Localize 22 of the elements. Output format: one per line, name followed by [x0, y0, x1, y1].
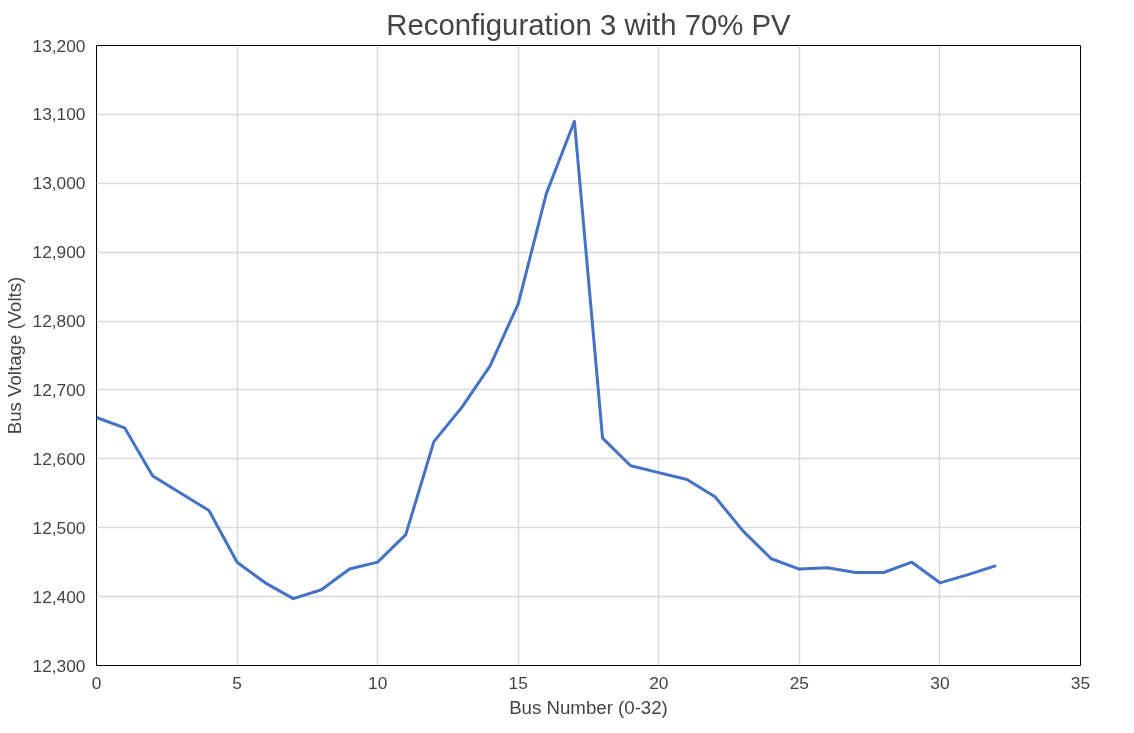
y-tick-label: 13,100 [32, 104, 86, 125]
x-tick-label: 35 [1070, 672, 1091, 693]
y-tick-label: 12,800 [32, 311, 86, 332]
line-series [96, 119, 998, 601]
x-axis-title: Bus Number (0-32) [509, 696, 668, 718]
y-tick-label: 12,900 [32, 242, 86, 263]
y-tick-label: 13,200 [32, 35, 86, 56]
chart-title: Reconfiguration 3 with 70% PV [386, 7, 792, 41]
x-tick-label: 15 [508, 672, 528, 693]
y-tick-label: 13,000 [32, 173, 86, 194]
y-tick-label: 12,700 [32, 379, 86, 400]
y-tick-label: 12,600 [32, 448, 86, 469]
x-tick-label: 20 [649, 672, 669, 693]
x-tick-label: 0 [91, 672, 102, 693]
y-tick-label: 12,500 [32, 517, 86, 538]
x-tick-label: 25 [789, 672, 809, 693]
y-tick-label: 12,300 [32, 655, 86, 676]
x-tick-label: 10 [368, 672, 388, 693]
y-tick-label: 12,400 [32, 586, 86, 607]
y-axis-title: Bus Voltage (Volts) [3, 276, 25, 435]
x-tick-label: 30 [930, 672, 950, 693]
x-tick-label: 5 [232, 672, 242, 693]
